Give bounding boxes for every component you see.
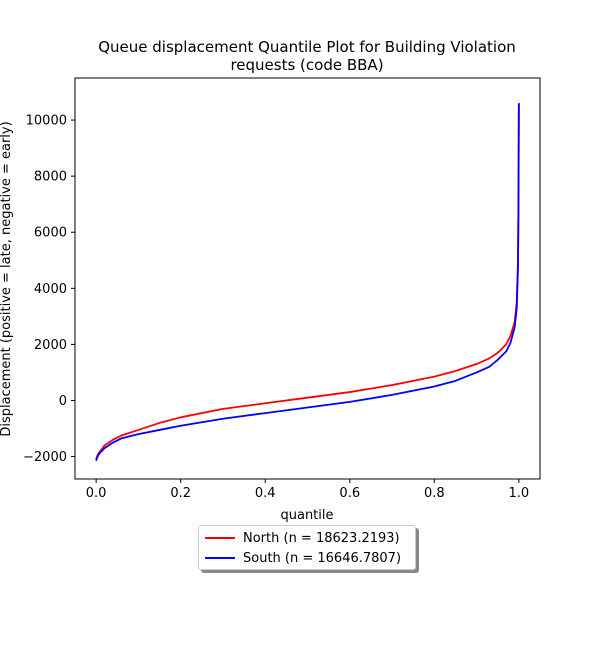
x-tick-label: 0.6	[339, 486, 360, 501]
series-layer	[95, 103, 520, 462]
legend-label-north: North (n = 18623.2193)	[243, 530, 400, 546]
x-tick-label: 1.0	[509, 486, 530, 501]
x-axis-label: quantile	[280, 508, 333, 523]
y-tick-label: 8000	[34, 170, 67, 185]
legend-swatch-north	[205, 537, 235, 539]
chart-title-line-2: requests (code BBA)	[230, 56, 383, 74]
x-axis-ticks: 0.0 0.2 0.4 0.6 0.8 1.0	[86, 479, 529, 501]
chart-legend: North (n = 18623.2193) South (n = 16646.…	[198, 525, 416, 570]
series-line-1	[95, 103, 520, 462]
plot-frame	[74, 77, 541, 480]
chart-title-line-1: Queue displacement Quantile Plot for Bui…	[98, 38, 516, 56]
series-line-0	[95, 103, 520, 460]
y-tick-label: 4000	[34, 282, 67, 297]
legend-label-south: South (n = 16646.7807)	[243, 550, 402, 566]
y-tick-label: 0	[59, 394, 67, 409]
legend-item-north: North (n = 18623.2193)	[205, 529, 400, 547]
y-axis-ticks: −2000 0 2000 4000 6000 8000 10000	[23, 114, 75, 465]
x-tick-label: 0.2	[170, 486, 191, 501]
x-tick-label: 0.0	[86, 486, 107, 501]
legend-swatch-south	[205, 557, 235, 559]
x-tick-label: 0.4	[255, 486, 276, 501]
legend-item-south: South (n = 16646.7807)	[205, 549, 401, 567]
y-tick-label: 10000	[26, 114, 67, 129]
y-tick-label: 6000	[34, 226, 67, 241]
y-tick-label: −2000	[23, 450, 67, 465]
x-tick-label: 0.8	[424, 486, 445, 501]
y-tick-label: 2000	[34, 338, 67, 353]
y-axis-label: Displacement (positive = late, negative …	[0, 121, 14, 436]
